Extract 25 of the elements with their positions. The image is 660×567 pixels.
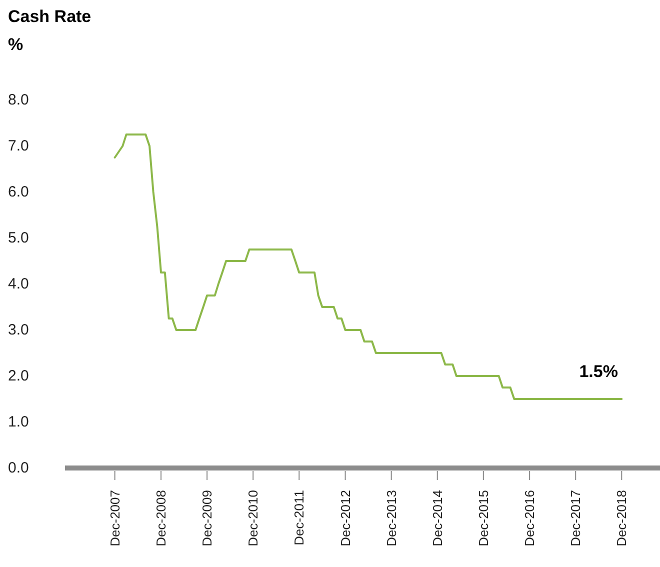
y-tick-label: 2.0 bbox=[8, 368, 29, 384]
x-tick-label: Dec-2008 bbox=[153, 490, 168, 546]
x-tick-label: Dec-2010 bbox=[246, 490, 261, 546]
x-tick-label: Dec-2009 bbox=[200, 490, 215, 546]
x-tick-label: Dec-2007 bbox=[107, 490, 122, 546]
chart-title: Cash Rate bbox=[8, 7, 92, 26]
x-tick-label: Dec-2016 bbox=[522, 490, 538, 546]
x-tick-label: Dec-2015 bbox=[476, 490, 491, 546]
x-tick-label: Dec-2014 bbox=[430, 490, 445, 546]
y-tick-label: 6.0 bbox=[8, 184, 29, 200]
y-tick-label: 0.0 bbox=[8, 460, 29, 476]
y-tick-label: 5.0 bbox=[8, 230, 29, 246]
y-tick-label: 4.0 bbox=[8, 276, 29, 292]
x-tick-label: Dec-2012 bbox=[338, 490, 353, 546]
line-series bbox=[114, 134, 623, 400]
x-tick-label: Dec-2013 bbox=[384, 490, 399, 546]
x-tick-label: Dec-2011 bbox=[292, 490, 307, 546]
y-tick-label: 3.0 bbox=[8, 322, 29, 338]
y-tick-label: 1.0 bbox=[8, 414, 29, 430]
y-axis-title: % bbox=[8, 35, 24, 54]
y-tick-label: 7.0 bbox=[8, 138, 29, 154]
annotation: 1.5% bbox=[579, 362, 618, 381]
x-tick-label: Dec-2017 bbox=[568, 490, 584, 546]
y-tick-label: 8.0 bbox=[8, 92, 29, 108]
x-tick-label: Dec-2018 bbox=[614, 490, 630, 546]
